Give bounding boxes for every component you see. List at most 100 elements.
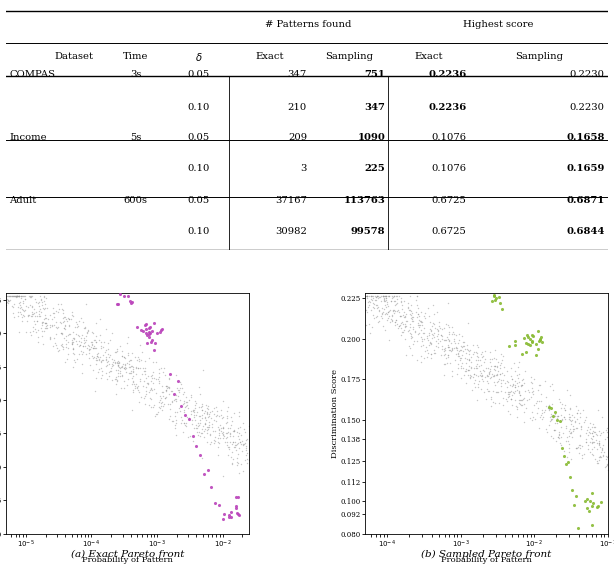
- Point: [161, 386, 171, 395]
- Point: [78, 341, 88, 350]
- Point: [233, 509, 243, 519]
- Point: [540, 376, 550, 385]
- Point: [378, 291, 388, 300]
- Point: [186, 390, 196, 399]
- Point: [156, 394, 166, 403]
- Point: [120, 292, 130, 301]
- Point: [23, 310, 33, 319]
- Point: [513, 412, 523, 421]
- Point: [548, 386, 558, 395]
- Point: [119, 377, 129, 386]
- Point: [515, 398, 524, 407]
- Point: [433, 321, 443, 330]
- Point: [546, 412, 556, 421]
- Point: [429, 319, 438, 328]
- Point: [49, 303, 58, 312]
- Point: [535, 335, 545, 344]
- Point: [548, 412, 558, 421]
- Point: [42, 324, 52, 333]
- Point: [4, 297, 14, 306]
- Point: [24, 291, 34, 300]
- Point: [214, 425, 224, 434]
- Point: [239, 425, 249, 434]
- Point: [444, 336, 454, 345]
- Point: [389, 291, 398, 300]
- Point: [437, 324, 447, 333]
- Point: [222, 406, 231, 415]
- Point: [589, 442, 599, 452]
- Point: [597, 452, 607, 461]
- Point: [527, 379, 537, 388]
- Point: [178, 399, 188, 408]
- Point: [139, 394, 149, 403]
- Point: [395, 320, 405, 329]
- Point: [18, 311, 28, 320]
- Point: [213, 433, 223, 442]
- Point: [117, 371, 127, 380]
- Point: [508, 380, 518, 389]
- Point: [546, 415, 556, 424]
- Point: [492, 370, 502, 379]
- Text: 0.1076: 0.1076: [432, 164, 467, 173]
- Point: [141, 374, 151, 383]
- Point: [140, 369, 150, 378]
- Point: [456, 345, 466, 354]
- Point: [171, 397, 181, 406]
- Point: [21, 327, 31, 336]
- Point: [165, 399, 175, 408]
- Point: [457, 342, 467, 351]
- Point: [497, 304, 507, 314]
- Point: [27, 302, 37, 311]
- Point: [494, 293, 503, 302]
- Point: [507, 390, 517, 399]
- Point: [404, 342, 414, 351]
- Point: [563, 458, 573, 467]
- Point: [526, 373, 536, 382]
- Point: [489, 378, 499, 387]
- Point: [602, 424, 612, 433]
- Point: [532, 409, 542, 418]
- Point: [72, 320, 82, 329]
- Point: [39, 315, 49, 324]
- Point: [110, 358, 120, 367]
- Point: [213, 451, 223, 460]
- Point: [387, 294, 397, 303]
- Point: [387, 291, 397, 300]
- Point: [547, 414, 557, 423]
- Point: [443, 334, 453, 343]
- Point: [154, 373, 163, 382]
- Point: [564, 415, 574, 424]
- Point: [502, 396, 512, 406]
- Point: [536, 389, 546, 398]
- Point: [212, 411, 222, 420]
- Point: [602, 433, 612, 442]
- Text: 113763: 113763: [343, 195, 385, 204]
- Point: [566, 419, 576, 428]
- Point: [372, 301, 382, 310]
- Point: [410, 326, 420, 335]
- Point: [521, 339, 530, 348]
- Point: [89, 353, 99, 362]
- Point: [45, 311, 55, 320]
- Point: [170, 394, 180, 403]
- Point: [23, 302, 33, 311]
- Point: [59, 324, 69, 333]
- Point: [426, 349, 436, 358]
- Point: [135, 340, 145, 349]
- Point: [468, 341, 478, 350]
- Text: (a) Exact Pareto front: (a) Exact Pareto front: [71, 550, 184, 559]
- Point: [491, 381, 500, 390]
- Point: [542, 427, 552, 436]
- Point: [125, 369, 134, 378]
- Point: [221, 419, 231, 428]
- Point: [462, 378, 472, 387]
- Point: [8, 308, 18, 318]
- Point: [156, 402, 166, 411]
- Point: [408, 325, 418, 334]
- Point: [602, 427, 612, 436]
- Point: [33, 311, 42, 320]
- Point: [414, 328, 424, 337]
- Point: [480, 367, 489, 376]
- Point: [379, 295, 389, 304]
- Point: [596, 430, 605, 439]
